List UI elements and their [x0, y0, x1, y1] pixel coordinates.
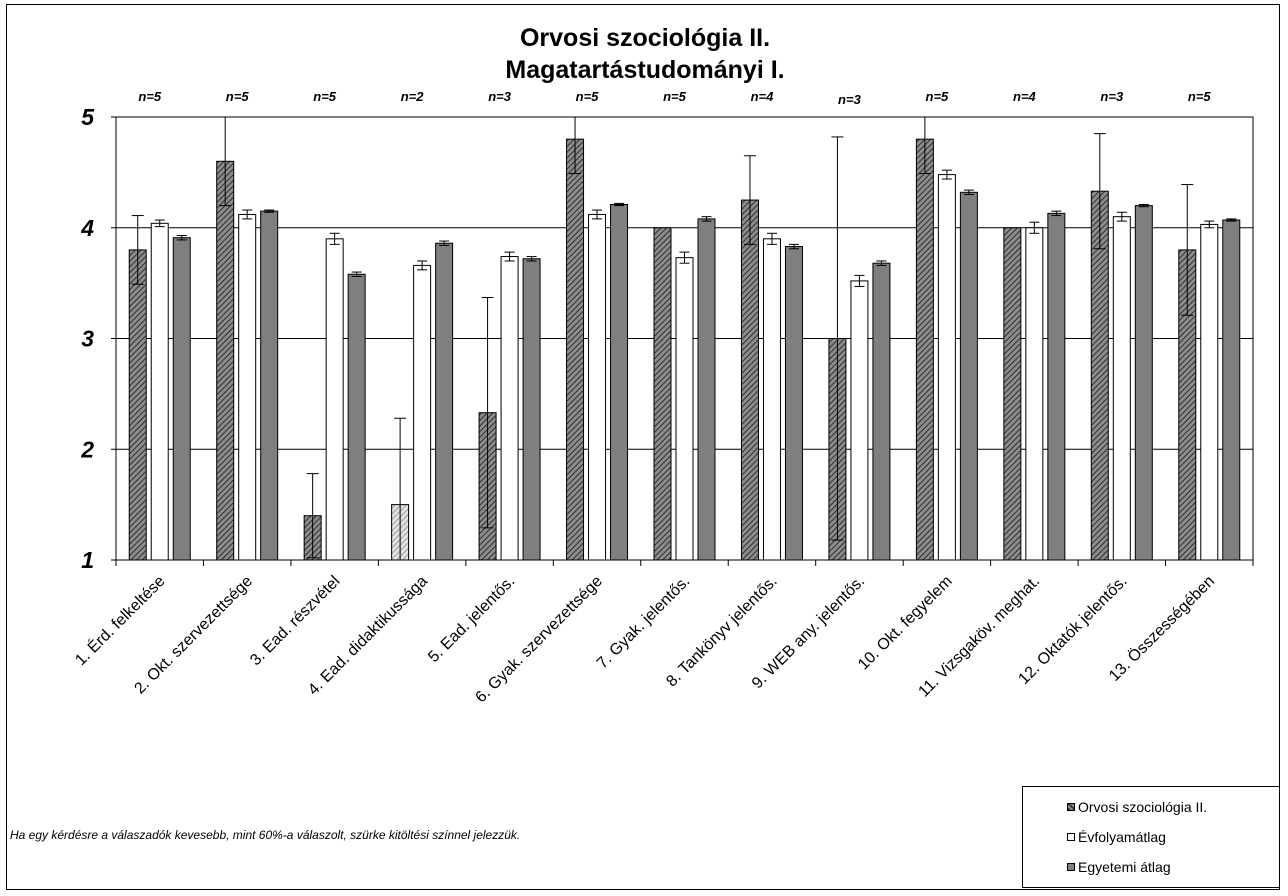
bar-series-2-5 — [500, 256, 519, 561]
y-tick-label-1: 2 — [80, 436, 94, 462]
bar-series-2-13 — [1200, 223, 1219, 561]
bar-series-3-7 — [697, 218, 716, 561]
bar-series-3-11 — [1047, 212, 1066, 561]
bar-series-2-8 — [762, 238, 781, 561]
legend-swatch-series-3 — [1067, 863, 1075, 871]
bar-series-1-6 — [566, 138, 585, 561]
n-label-6: n=5 — [576, 89, 600, 104]
y-tick-label-2: 3 — [81, 326, 94, 352]
y-tick-label-3: 4 — [80, 215, 94, 241]
n-label-4: n=2 — [401, 89, 425, 104]
legend-label-series-3: Egyetemi átlag — [1078, 859, 1171, 875]
x-category-label-3: 3. Ead. részvétel — [247, 573, 343, 669]
bar-series-2-7 — [675, 257, 694, 561]
bar-series-1-2 — [216, 160, 235, 561]
bar-series-2-9 — [850, 280, 869, 561]
n-label-11: n=4 — [1013, 89, 1037, 104]
n-label-7: n=5 — [663, 89, 687, 104]
chart-title-line-1: Orvosi szociológia II. — [520, 24, 770, 52]
bar-series-3-5 — [522, 258, 541, 561]
footnote: Ha egy kérdésre a válaszadók kevesebb, m… — [10, 828, 521, 842]
legend: Orvosi szociológia II. Évfolyamátlag Egy… — [1022, 786, 1280, 888]
bar-series-3-8 — [784, 246, 803, 561]
n-label-3: n=5 — [313, 89, 337, 104]
n-label-10: n=5 — [926, 89, 950, 104]
bar-series-3-9 — [872, 262, 891, 561]
axes — [111, 116, 1254, 566]
bar-series-2-3 — [325, 238, 344, 561]
bar-series-1-10 — [915, 138, 934, 561]
x-category-label-7: 7. Gyak. jelentős. — [594, 573, 693, 672]
bar-series-1-1 — [128, 249, 147, 561]
bar-series-3-3 — [347, 273, 366, 561]
bar-series-2-10 — [937, 174, 956, 561]
n-label-9: n=3 — [838, 92, 862, 107]
bar-series-1-8 — [740, 199, 759, 561]
legend-item-series-1: Orvosi szociológia II. — [1067, 799, 1207, 815]
y-tick-label-0: 1 — [81, 547, 94, 573]
n-label-5: n=3 — [488, 89, 512, 104]
bar-series-2-11 — [1025, 227, 1044, 561]
bar-series-2-2 — [238, 213, 257, 561]
x-category-label-5: 5. Ead. jelentős. — [425, 573, 518, 666]
chart-title-line-2: Magatartástudományi I. — [505, 56, 784, 84]
legend-label-series-1: Orvosi szociológia II. — [1078, 799, 1208, 815]
legend-item-series-3: Egyetemi átlag — [1067, 859, 1171, 875]
bar-series-2-12 — [1112, 216, 1131, 561]
bar-series-3-12 — [1134, 205, 1153, 561]
x-category-label-1: 1. Érd. felkeltése — [71, 571, 169, 669]
bar-series-3-10 — [959, 191, 978, 561]
n-label-13: n=5 — [1188, 89, 1212, 104]
bar-series-3-4 — [435, 242, 454, 561]
legend-label-series-2: Évfolyamátlag — [1078, 829, 1166, 845]
bars — [128, 116, 1241, 561]
bar-series-2-1 — [150, 222, 169, 561]
legend-swatch-series-1 — [1067, 803, 1075, 811]
bar-series-1-11 — [1003, 227, 1022, 561]
y-tick-label-4: 5 — [81, 104, 95, 130]
bar-series-3-13 — [1222, 219, 1241, 561]
x-category-label-10: 10. Okt. fegyelem — [855, 573, 956, 674]
legend-item-series-2: Évfolyamátlag — [1067, 829, 1166, 845]
n-label-12: n=3 — [1100, 89, 1124, 104]
n-label-1: n=5 — [138, 89, 162, 104]
bar-series-2-4 — [413, 264, 432, 561]
n-label-8: n=4 — [751, 89, 775, 104]
bar-series-3-1 — [172, 237, 191, 561]
bar-series-3-2 — [260, 210, 279, 561]
legend-swatch-series-2 — [1067, 833, 1075, 841]
bar-series-2-6 — [588, 213, 607, 561]
bar-series-3-6 — [610, 203, 629, 561]
bar-series-1-7 — [653, 227, 672, 561]
n-label-2: n=5 — [226, 89, 250, 104]
